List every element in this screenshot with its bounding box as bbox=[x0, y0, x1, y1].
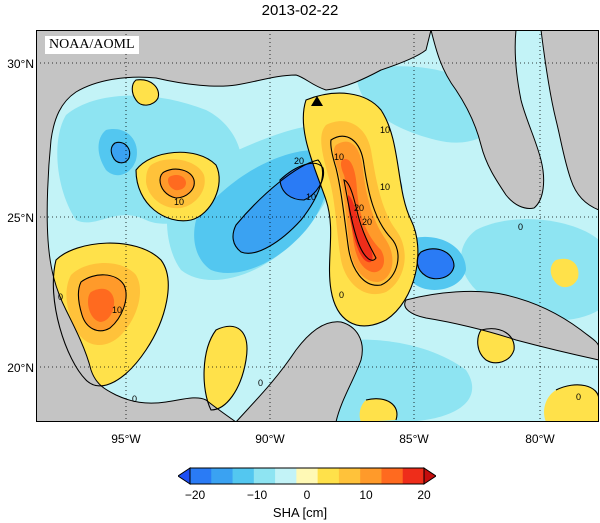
contour-label: 10 bbox=[174, 197, 184, 207]
contour-label: 10 bbox=[334, 152, 344, 162]
lon-label-80w: 80°W bbox=[525, 432, 555, 446]
contour-label: 0 bbox=[132, 394, 137, 404]
map-title: 2013-02-22 bbox=[261, 2, 339, 19]
colorbar-arrow-low bbox=[178, 467, 191, 485]
colorbar-tick: 10 bbox=[359, 488, 373, 502]
lat-label-25n: 25°N bbox=[7, 211, 34, 225]
cuba bbox=[404, 290, 599, 361]
colorbar-cell bbox=[402, 468, 425, 484]
contour-label: 20 bbox=[294, 156, 304, 166]
lon-label-95w: 95°W bbox=[111, 432, 141, 446]
colorbar-arrow-high bbox=[423, 467, 436, 485]
colorbar-cell bbox=[253, 468, 276, 484]
colorbar-border bbox=[189, 467, 425, 485]
station-marker bbox=[311, 96, 323, 106]
colorbar-tick: −20 bbox=[184, 488, 206, 502]
contour-label: 10 bbox=[380, 182, 390, 192]
lat-label-30n: 30°N bbox=[7, 57, 34, 71]
colorbar-cell bbox=[190, 468, 212, 484]
colorbar-title: SHA [cm] bbox=[272, 505, 328, 520]
contour-label: 0 bbox=[339, 290, 344, 300]
colorbar bbox=[178, 467, 436, 485]
colorbar-cell bbox=[381, 468, 404, 484]
contour-label: 0 bbox=[58, 292, 63, 302]
contour-label: 20 bbox=[362, 217, 372, 227]
colorbar-tick: −10 bbox=[246, 488, 268, 502]
colorbar-cell bbox=[296, 468, 319, 484]
us-gulf-coast bbox=[36, 30, 599, 422]
colorbar-cell bbox=[360, 468, 382, 484]
yucatan-peninsula bbox=[235, 321, 363, 422]
sea-height-anomaly-map: 20 10 20 10 20 10 10 0 0 10 0 0 0 0 10 bbox=[36, 30, 599, 422]
contour-label: 0 bbox=[258, 378, 263, 388]
colorbar-cell bbox=[211, 468, 234, 484]
lon-label-90w: 90°W bbox=[255, 432, 285, 446]
contour-label: 0 bbox=[576, 392, 581, 402]
map-svg: 20 10 20 10 20 10 10 0 0 10 0 0 0 0 10 bbox=[36, 30, 599, 422]
colorbar-tick: 20 bbox=[417, 488, 431, 502]
lon-label-85w: 85°W bbox=[399, 432, 429, 446]
contour-label: 10 bbox=[112, 305, 122, 315]
colorbar-cell bbox=[338, 468, 361, 484]
contour-label: 0 bbox=[518, 222, 523, 232]
positive-anomaly-strong bbox=[66, 121, 405, 346]
colorbar-cell bbox=[232, 468, 255, 484]
contour-label: 20 bbox=[354, 203, 364, 213]
graticule bbox=[36, 30, 599, 422]
contour-value-labels: 20 10 20 10 20 10 10 0 0 10 0 0 0 0 10 bbox=[58, 125, 581, 404]
map-border bbox=[36, 30, 599, 422]
contour-label: 10 bbox=[306, 192, 316, 202]
colorbar-tick: 0 bbox=[303, 488, 311, 502]
land bbox=[36, 30, 599, 422]
florida-peninsula bbox=[430, 30, 545, 209]
colorbar-cells bbox=[178, 467, 436, 485]
colorbar-cell bbox=[275, 468, 297, 484]
colorbar-cell bbox=[317, 468, 340, 484]
bahamas-east bbox=[540, 30, 599, 211]
credit-label: NOAA/AOML bbox=[45, 36, 139, 54]
contour-label: 10 bbox=[380, 125, 390, 135]
lat-label-20n: 20°N bbox=[7, 361, 34, 375]
